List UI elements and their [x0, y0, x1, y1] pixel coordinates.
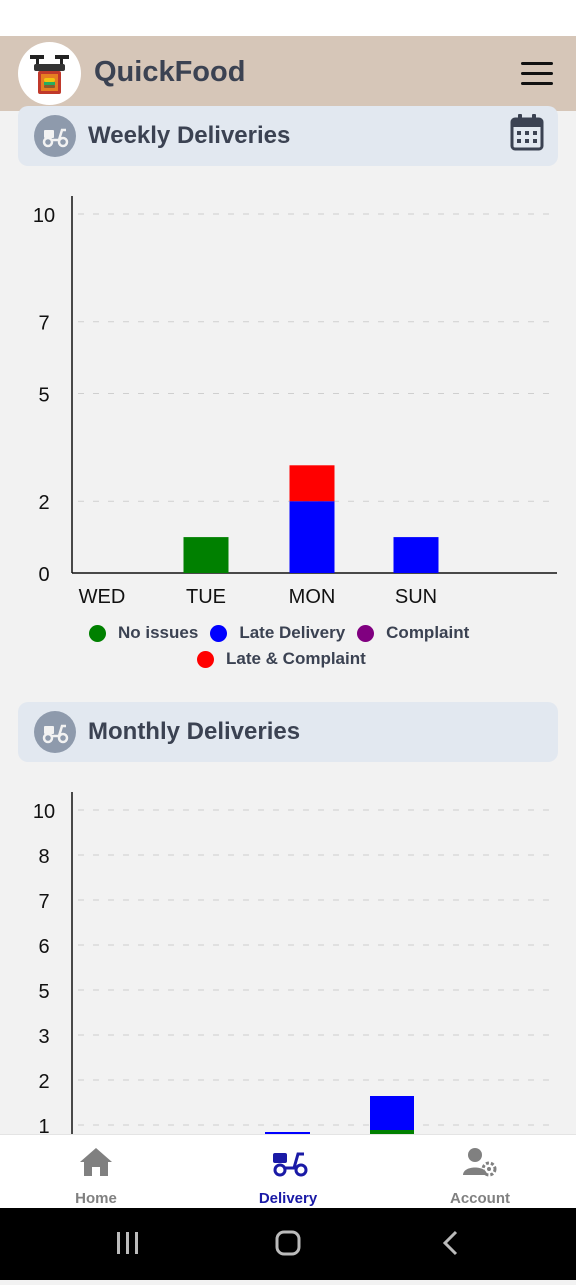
- bottom-navigation: Home Delivery Account: [0, 1134, 576, 1209]
- bar-segment: [393, 537, 439, 573]
- x-tick-label: SUN: [395, 586, 437, 608]
- y-tick-label: 8: [38, 846, 49, 868]
- y-tick-label: 6: [38, 936, 49, 958]
- y-tick-label: 5: [38, 385, 49, 407]
- legend-dot: [357, 624, 375, 642]
- weekly-section-title: Weekly Deliveries: [88, 122, 291, 149]
- y-tick-label: 0: [38, 564, 49, 586]
- y-tick-label: 7: [38, 891, 49, 913]
- monthly-section-header: Monthly Deliveries: [18, 702, 558, 762]
- app-title: QuickFood: [94, 56, 246, 88]
- legend-item-late-delivery: Late Delivery: [210, 623, 345, 643]
- nav-home-label: Home: [75, 1190, 117, 1207]
- y-tick-label: 1: [38, 1116, 49, 1136]
- bar-segment: [289, 465, 335, 502]
- legend-dot: [197, 650, 214, 668]
- scooter-icon: [34, 711, 76, 753]
- weekly-chart: 0 2 5 7 10 WED TUE MON SUN: [33, 196, 557, 608]
- x-tick-label: WED: [79, 586, 126, 608]
- legend-item-late-complaint: Late & Complaint: [197, 649, 366, 669]
- legend-dot: [89, 624, 106, 642]
- scooter-icon: [273, 1152, 308, 1177]
- y-tick-label: 10: [33, 801, 55, 823]
- drone-delivery-logo-icon: [30, 55, 69, 94]
- nav-account-label: Account: [450, 1190, 510, 1207]
- bar-segment: [370, 1096, 414, 1136]
- y-tick-label: 2: [38, 492, 49, 514]
- y-tick-label: 5: [38, 981, 49, 1003]
- nav-delivery[interactable]: Delivery: [192, 1135, 384, 1209]
- legend-dot: [210, 624, 228, 642]
- x-tick-label: MON: [289, 586, 336, 608]
- monthly-section-title: Monthly Deliveries: [88, 718, 301, 745]
- y-tick-label: 2: [38, 1071, 49, 1093]
- nav-delivery-label: Delivery: [258, 1190, 318, 1207]
- nav-account[interactable]: Account: [384, 1135, 576, 1209]
- bar-segment: [183, 537, 229, 573]
- home-button-icon[interactable]: [275, 1230, 301, 1256]
- y-tick-label: 3: [38, 1026, 49, 1048]
- system-navigation-bar: [0, 1208, 576, 1280]
- y-tick-label: 7: [38, 313, 49, 335]
- home-icon: [80, 1148, 112, 1176]
- bar-segment: [289, 501, 335, 573]
- back-icon[interactable]: [442, 1230, 458, 1256]
- y-tick-label: 10: [33, 205, 55, 227]
- nav-home[interactable]: Home: [0, 1135, 192, 1209]
- app-logo: [18, 42, 81, 105]
- legend-item-no-issues: No issues: [89, 623, 198, 643]
- legend-item-complaint: Complaint: [357, 623, 469, 643]
- user-settings-icon: [463, 1148, 497, 1177]
- scooter-icon: [34, 115, 76, 157]
- recent-apps-icon[interactable]: [117, 1232, 138, 1254]
- hamburger-menu-icon[interactable]: [519, 60, 555, 88]
- x-tick-label: TUE: [186, 586, 226, 608]
- monthly-chart: 1 2 3 5 6 7 8 10: [33, 792, 549, 1136]
- weekly-section-header: Weekly Deliveries: [18, 106, 558, 166]
- status-bar: [0, 0, 576, 36]
- app-bar: [0, 36, 576, 111]
- bar-segment: [370, 1130, 414, 1136]
- calendar-icon[interactable]: [510, 113, 544, 151]
